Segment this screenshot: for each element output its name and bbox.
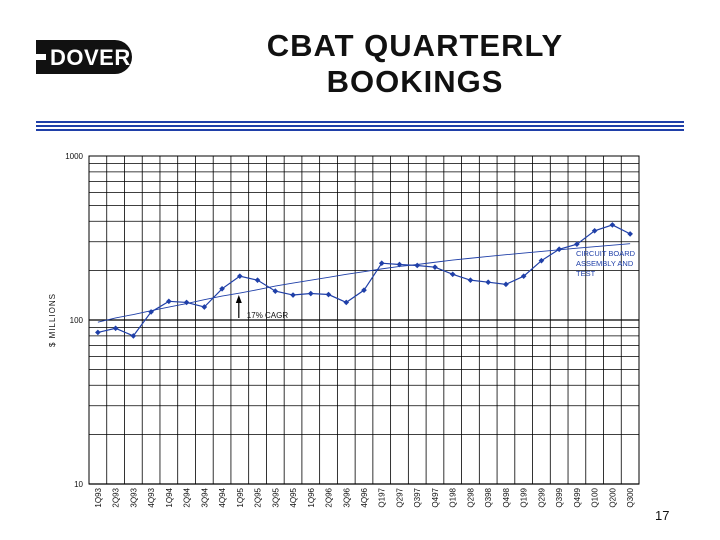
data-point [361, 287, 367, 294]
x-tick-label: Q297 [395, 487, 404, 507]
x-tick-label: 4Q96 [360, 487, 369, 507]
page-title: CBAT QUARTERLY BOOKINGS [200, 28, 630, 100]
data-point [290, 292, 296, 298]
data-point [254, 277, 261, 283]
x-tick-label: 1Q95 [236, 487, 245, 507]
data-point [112, 325, 119, 332]
title-line-1: CBAT QUARTERLY [266, 28, 564, 63]
x-tick-label: Q300 [626, 487, 635, 507]
x-tick-label: Q299 [537, 487, 546, 507]
data-point [574, 241, 580, 247]
data-point [396, 261, 403, 268]
logo-text: DOVER [50, 45, 131, 70]
x-tick-label: 3Q93 [129, 487, 138, 507]
data-point [449, 271, 456, 278]
data-point [166, 298, 172, 305]
data-point [520, 273, 527, 280]
data-point [183, 299, 190, 306]
x-tick-label: 3Q94 [200, 487, 209, 507]
page-number: 17 [655, 508, 670, 523]
x-tick-label: 1Q94 [165, 487, 174, 507]
data-point [236, 273, 243, 280]
x-tick-label: Q499 [573, 487, 582, 507]
x-tick-label: Q298 [466, 487, 475, 507]
x-tick-label: Q397 [413, 487, 422, 507]
cagr-annotation: 17% CAGR [247, 311, 289, 320]
x-tick-label: 3Q95 [271, 487, 280, 507]
data-point [307, 290, 314, 297]
x-tick-label: 1Q93 [94, 487, 103, 507]
title-rule-1 [36, 121, 684, 123]
title-rule-3 [36, 129, 684, 131]
logo-notch [36, 54, 46, 60]
title-rule-2 [36, 125, 684, 127]
x-tick-label: Q199 [520, 487, 529, 507]
x-tick-label: Q200 [608, 487, 617, 507]
x-tick-label: 4Q95 [289, 487, 298, 507]
data-point [219, 285, 225, 292]
x-tick-label: Q399 [555, 487, 564, 507]
data-point [556, 246, 562, 253]
x-tick-label: Q497 [431, 487, 440, 507]
x-tick-label: Q398 [484, 487, 493, 507]
x-tick-label: 2Q96 [325, 487, 334, 507]
y-tick-label: 1000 [65, 152, 83, 161]
y-tick-label: 100 [70, 316, 84, 325]
data-point [609, 222, 616, 228]
data-point [272, 288, 279, 294]
y-axis-label: $ MILLIONS [48, 293, 57, 347]
data-point [591, 227, 598, 234]
data-point [485, 279, 492, 286]
x-tick-label: Q198 [449, 487, 458, 507]
x-tick-label: 4Q94 [218, 487, 227, 507]
logo-badge [36, 40, 132, 74]
x-tick-label: Q498 [502, 487, 511, 507]
cagr-arrow-head [235, 295, 242, 303]
data-point [503, 281, 509, 288]
data-point [627, 231, 633, 237]
data-point [432, 264, 438, 270]
data-point [538, 257, 545, 264]
data-point [130, 333, 137, 339]
data-point [343, 299, 350, 306]
x-tick-label: 1Q96 [307, 487, 316, 507]
data-point [95, 329, 101, 336]
x-tick-label: 3Q96 [342, 487, 351, 507]
x-tick-label: 4Q93 [147, 487, 156, 507]
x-tick-label: 2Q95 [254, 487, 263, 507]
x-tick-label: 2Q94 [183, 487, 192, 507]
title-line-2: BOOKINGS [326, 64, 504, 99]
series-annotation: CIRCUIT BOARD ASSEMBLY AND TEST [576, 249, 636, 278]
data-point [414, 262, 421, 269]
dover-logo: DOVER [36, 40, 132, 74]
x-tick-label: 2Q93 [112, 487, 121, 507]
data-point [378, 260, 385, 267]
data-point [325, 291, 332, 298]
x-tick-label: Q197 [378, 487, 387, 507]
data-point [201, 304, 208, 310]
y-tick-label: 10 [74, 480, 83, 489]
data-point [467, 277, 474, 283]
data-point [148, 309, 154, 315]
x-tick-label: Q100 [591, 487, 600, 507]
